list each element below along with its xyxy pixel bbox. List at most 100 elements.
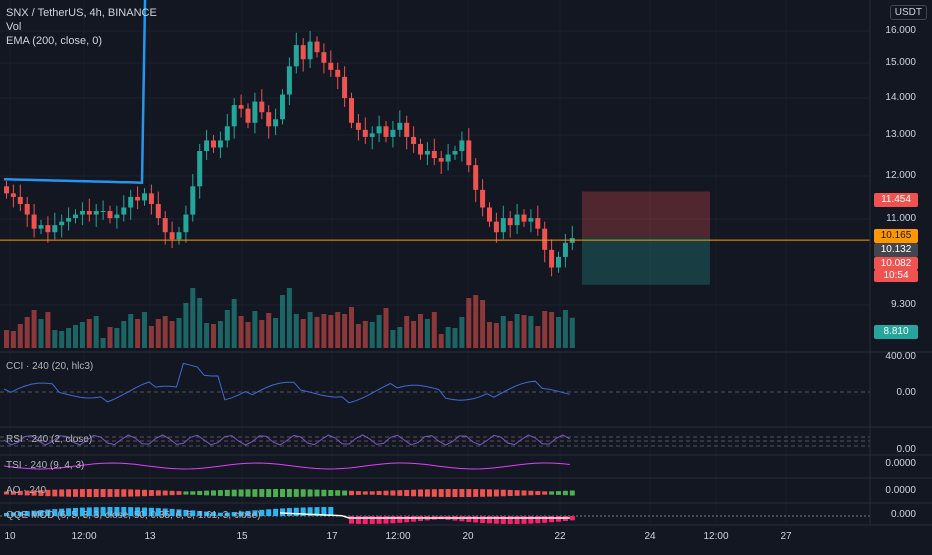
price-tick: 16.000 <box>885 25 916 36</box>
candle-body <box>45 225 51 233</box>
candle-body <box>514 214 520 226</box>
ao-bar <box>507 489 513 497</box>
ao-bar <box>549 491 555 495</box>
ao-bar <box>211 490 216 496</box>
ao-bar <box>66 489 72 497</box>
candle-body <box>459 140 465 152</box>
qqe-bar <box>259 509 265 516</box>
candle-body <box>280 94 285 120</box>
volume-bar <box>280 295 285 348</box>
ao-legend[interactable]: AO · 240 <box>6 485 47 496</box>
candle-body <box>431 151 437 159</box>
volume-bar <box>238 316 244 348</box>
time-tick: 24 <box>644 531 656 542</box>
volume-bar <box>480 300 486 348</box>
volume-bar <box>142 312 147 348</box>
volume-bar <box>4 330 9 348</box>
volume-bar <box>438 334 444 348</box>
volume-bar <box>17 324 23 348</box>
ao-bar <box>355 491 361 495</box>
qqe-bar <box>473 516 479 523</box>
candle-body <box>211 140 216 148</box>
qqe-bar <box>169 508 175 516</box>
ao-bar <box>45 489 51 497</box>
ao-bar <box>224 489 230 497</box>
candle-body <box>10 193 16 197</box>
candle-body <box>148 193 154 204</box>
candle-body <box>480 189 486 208</box>
candle-body <box>369 133 375 137</box>
qqe-bar <box>204 511 210 516</box>
volume-bar <box>24 317 30 348</box>
qqe-bar <box>528 516 534 524</box>
candle-body <box>107 211 113 219</box>
volume-bar <box>259 320 265 348</box>
ao-bar <box>24 490 30 496</box>
ao-bar <box>535 491 541 495</box>
ao-bar <box>493 489 499 497</box>
qqe-bar <box>148 507 154 516</box>
volume-bar <box>252 311 258 348</box>
candle-body <box>100 211 106 213</box>
ema-legend[interactable]: EMA (200, close, 0) <box>6 35 102 47</box>
tsi-legend[interactable]: TSI · 240 (9, 4, 3) <box>6 460 85 471</box>
qqe-tick: 0.000 <box>890 509 916 520</box>
candle-body <box>217 140 223 148</box>
volume-bar <box>452 328 458 348</box>
volume-bar <box>155 319 161 348</box>
candle-body <box>549 249 555 268</box>
qqe-legend[interactable]: QQE MOD (6, 5, 3, 3, close, 50, 0.35, 6,… <box>6 510 261 521</box>
current-price-label: 10.132 <box>874 243 918 257</box>
volume-bar <box>411 321 417 348</box>
qqe-bar <box>135 507 141 516</box>
symbol-legend[interactable]: SNX / TetherUS, 4h, BINANCE <box>6 7 157 19</box>
ao-bar <box>487 489 492 497</box>
qqe-bar <box>155 508 161 516</box>
candle-body <box>507 218 513 226</box>
ao-bar <box>369 491 375 495</box>
candle-body <box>528 218 534 222</box>
ao-bar <box>86 489 92 497</box>
ao-tick: 0.0000 <box>885 485 916 496</box>
ao-bar <box>431 489 437 497</box>
ao-bar <box>238 489 244 497</box>
last-price-label: 10.082 <box>874 257 918 270</box>
vol-legend[interactable]: Vol <box>6 21 22 33</box>
qqe-bar <box>355 516 361 524</box>
volume-bar <box>93 316 99 348</box>
ao-bar <box>128 489 134 497</box>
volume-bar <box>556 317 561 348</box>
volume-bar <box>307 312 313 348</box>
ao-bar <box>445 489 451 497</box>
ao-bar <box>556 491 561 495</box>
candle-body <box>176 232 182 240</box>
volume-bar <box>514 314 520 348</box>
candle-body <box>190 186 196 215</box>
candle-body <box>383 126 389 137</box>
volume-bar <box>459 317 465 348</box>
ao-bar <box>466 489 472 497</box>
tsi-line <box>3 462 570 470</box>
volume-bar <box>224 310 230 348</box>
ao-bar <box>135 489 141 497</box>
ao-bar <box>473 489 479 497</box>
ao-bar <box>521 490 527 496</box>
time-tick: 10 <box>4 531 16 542</box>
candle-body <box>79 211 85 215</box>
candle-body <box>342 76 348 99</box>
cci-legend[interactable]: CCI · 240 (20, hlc3) <box>6 361 94 372</box>
rsi-legend[interactable]: RSI · 240 (2, close) <box>6 434 93 445</box>
currency-button[interactable]: USDT <box>889 5 927 20</box>
rsi-tick: 0.00 <box>896 444 916 455</box>
volume-bar <box>31 310 37 348</box>
ao-bar <box>528 490 534 496</box>
candle-body <box>535 218 541 229</box>
candle-body <box>245 108 251 123</box>
volume-bar <box>293 314 299 348</box>
qqe-bar <box>300 507 306 516</box>
ao-bar <box>514 490 520 496</box>
orange-line-label: 10.165 <box>874 229 918 243</box>
volume-bar <box>66 328 72 348</box>
